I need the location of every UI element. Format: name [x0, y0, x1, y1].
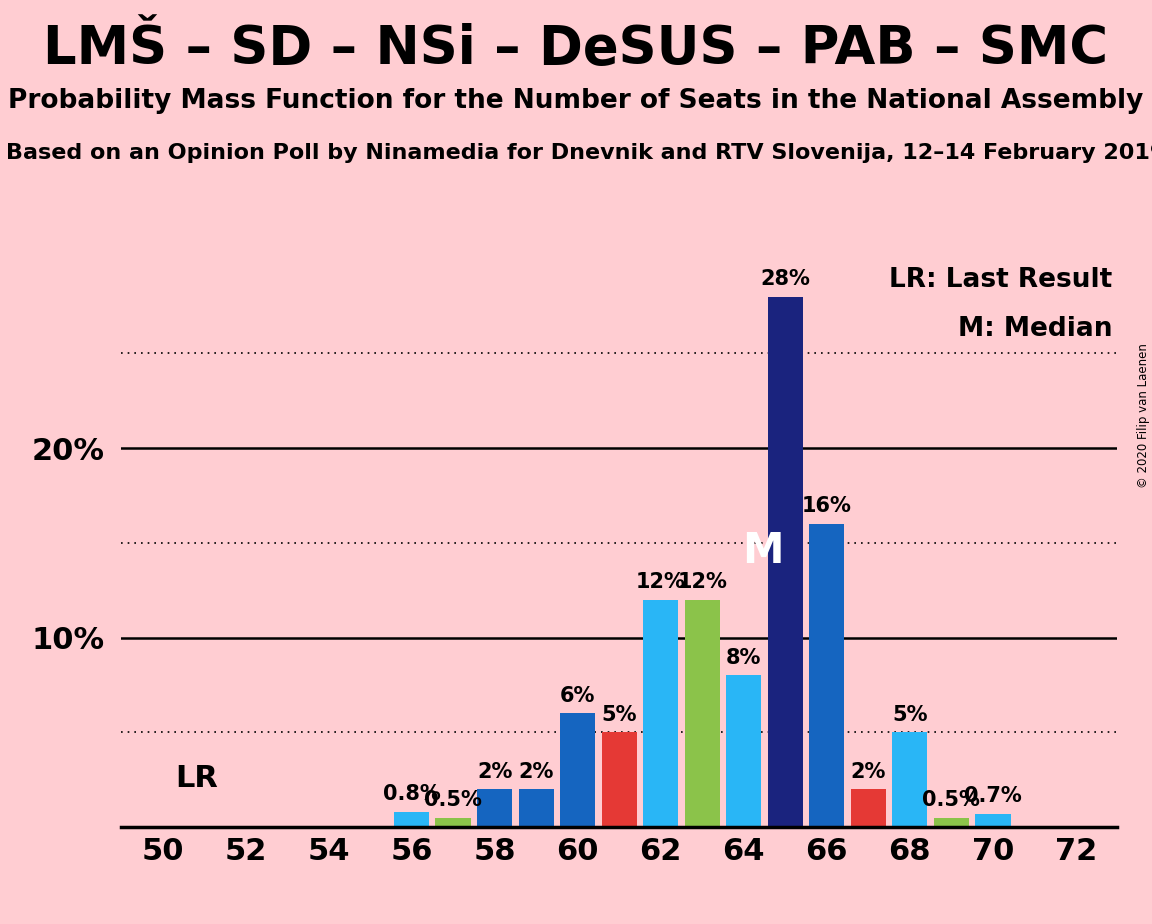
- Text: M: M: [742, 530, 783, 572]
- Text: 6%: 6%: [560, 686, 596, 706]
- Bar: [560, 713, 596, 827]
- Text: 12%: 12%: [636, 572, 685, 592]
- Text: 0.5%: 0.5%: [923, 790, 980, 810]
- Text: 2%: 2%: [477, 761, 513, 782]
- Bar: [934, 818, 969, 827]
- Bar: [643, 600, 679, 827]
- Bar: [726, 675, 761, 827]
- Text: 0.5%: 0.5%: [424, 790, 482, 810]
- Bar: [601, 732, 637, 827]
- Text: © 2020 Filip van Laenen: © 2020 Filip van Laenen: [1137, 344, 1150, 488]
- Text: 8%: 8%: [726, 648, 761, 668]
- Text: 5%: 5%: [892, 705, 927, 724]
- Bar: [684, 600, 720, 827]
- Text: LMŠ – SD – NSi – DeSUS – PAB – SMC: LMŠ – SD – NSi – DeSUS – PAB – SMC: [44, 23, 1108, 75]
- Text: LR: LR: [175, 764, 218, 793]
- Text: 12%: 12%: [677, 572, 727, 592]
- Text: 0.7%: 0.7%: [964, 786, 1022, 806]
- Text: Based on an Opinion Poll by Ninamedia for Dnevnik and RTV Slovenija, 12–14 Febru: Based on an Opinion Poll by Ninamedia fo…: [6, 143, 1152, 164]
- Bar: [976, 814, 1010, 827]
- Text: LR: Last Result: LR: Last Result: [889, 267, 1113, 293]
- Text: 16%: 16%: [802, 496, 851, 517]
- Bar: [850, 789, 886, 827]
- Text: 0.8%: 0.8%: [382, 784, 440, 804]
- Text: 28%: 28%: [760, 269, 810, 289]
- Text: 2%: 2%: [518, 761, 554, 782]
- Text: 5%: 5%: [601, 705, 637, 724]
- Bar: [477, 789, 513, 827]
- Bar: [892, 732, 927, 827]
- Text: M: Median: M: Median: [958, 315, 1113, 342]
- Text: Probability Mass Function for the Number of Seats in the National Assembly: Probability Mass Function for the Number…: [8, 88, 1144, 114]
- Bar: [394, 812, 430, 827]
- Bar: [809, 524, 844, 827]
- Bar: [518, 789, 554, 827]
- Text: 2%: 2%: [850, 761, 886, 782]
- Bar: [767, 297, 803, 827]
- Bar: [435, 818, 471, 827]
